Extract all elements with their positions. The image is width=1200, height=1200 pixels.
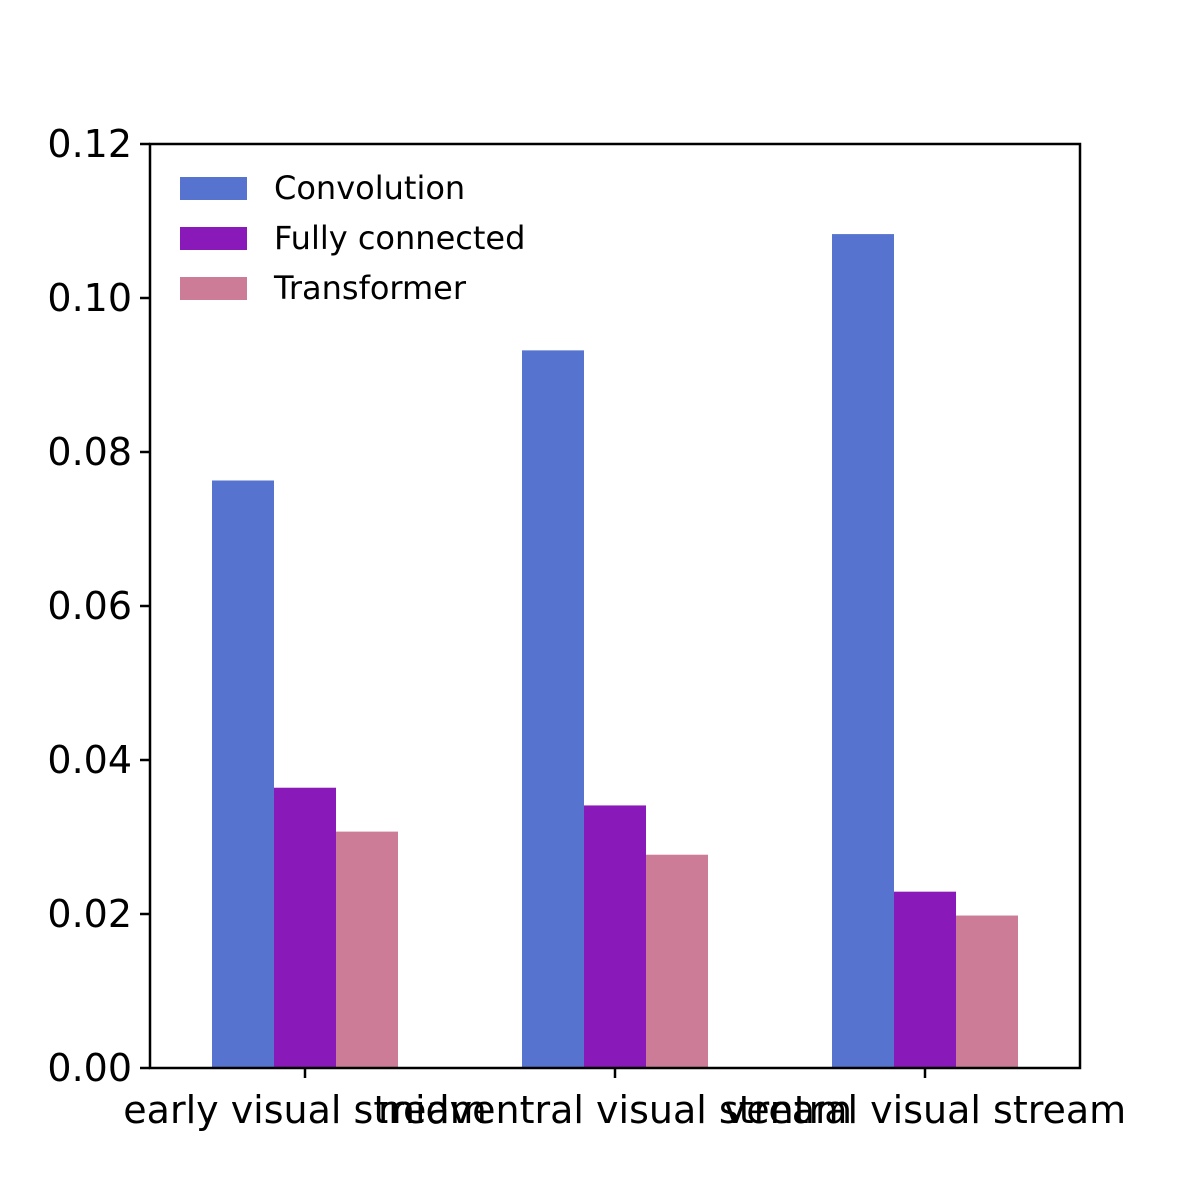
bar-fully-connected-1 [274, 787, 336, 1068]
y-tick-label: 0.02 [47, 892, 132, 936]
y-tick-label: 0.12 [47, 122, 132, 166]
legend-label: Transformer [273, 269, 467, 307]
y-tick-label: 0.08 [47, 430, 132, 474]
bar-convolution-3 [832, 234, 894, 1069]
bar-transformer-2 [646, 854, 708, 1068]
bar-convolution-2 [522, 350, 584, 1068]
legend-swatch-convolution [180, 177, 247, 200]
x-tick-label: early visual stream [123, 1088, 486, 1132]
legend-label: Fully connected [274, 219, 525, 257]
bar-fully-connected-2 [584, 805, 646, 1068]
x-tick-label: ventral visual stream [724, 1088, 1126, 1132]
legend-swatch-fully-connected [180, 227, 247, 250]
bar-transformer-3 [956, 915, 1018, 1068]
legend: Convolution Fully connected Transformer [180, 169, 525, 307]
bar-transformer-1 [336, 831, 398, 1068]
legend-label: Convolution [274, 169, 465, 207]
y-tick-label: 0.00 [47, 1046, 132, 1090]
y-tick-label: 0.10 [47, 276, 132, 320]
x-tick-label: midventral visual stream [378, 1088, 852, 1132]
bar-convolution-1 [212, 480, 274, 1068]
y-tick-label: 0.04 [47, 738, 132, 782]
bars-layer [212, 234, 1018, 1069]
y-tick-label: 0.06 [47, 584, 132, 628]
bar-fully-connected-3 [894, 891, 956, 1068]
legend-swatch-transformer [180, 277, 247, 300]
y-axis: 0.00 0.02 0.04 0.06 0.08 0.10 0.12 [47, 122, 150, 1090]
